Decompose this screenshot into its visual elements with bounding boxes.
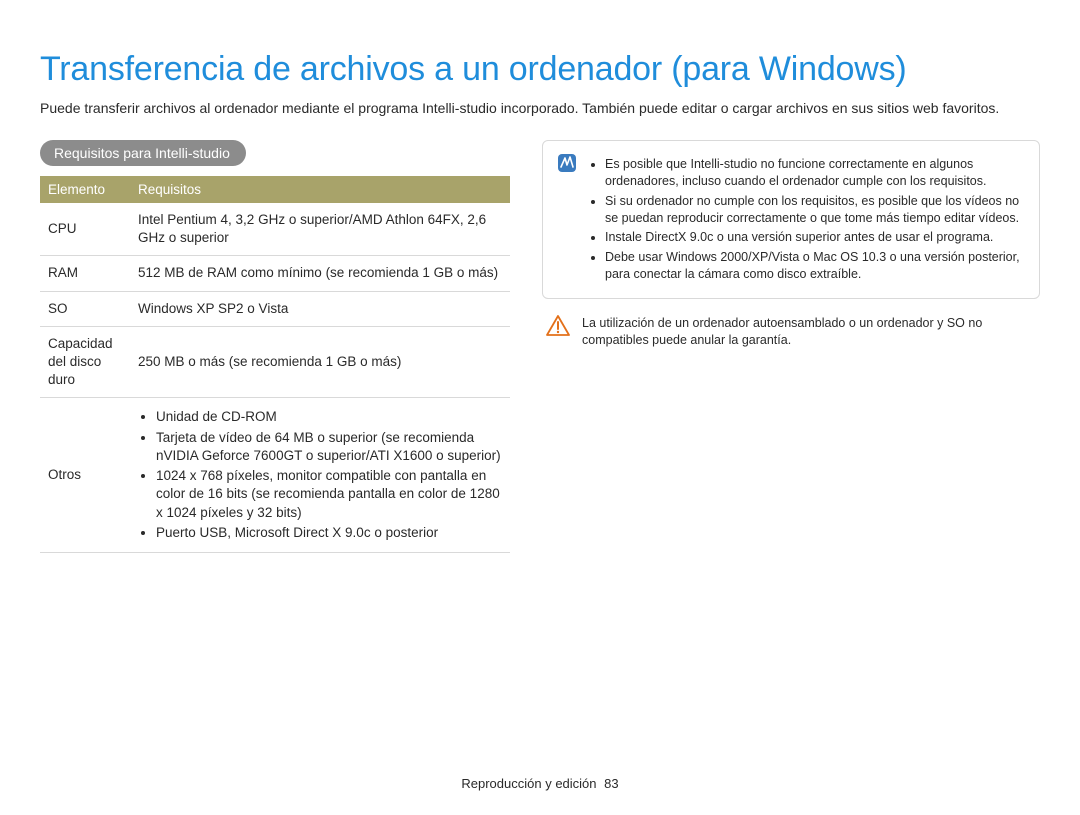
table-header-row: Elemento Requisitos xyxy=(40,176,510,203)
table-row: Otros Unidad de CD-ROM Tarjeta de vídeo … xyxy=(40,398,510,553)
right-column: Es posible que Intelli-studio no funcion… xyxy=(542,140,1040,553)
note-icon xyxy=(557,153,579,286)
list-item: Es posible que Intelli-studio no funcion… xyxy=(605,156,1025,190)
table-cell-value: 250 MB o más (se recomienda 1 GB o más) xyxy=(130,326,510,398)
table-cell-value: Intel Pentium 4, 3,2 GHz o superior/AMD … xyxy=(130,203,510,256)
table-header-requisitos: Requisitos xyxy=(130,176,510,203)
table-row: Capacidad del disco duro 250 MB o más (s… xyxy=(40,326,510,398)
table-cell-label: CPU xyxy=(40,203,130,256)
list-item: Tarjeta de vídeo de 64 MB o superior (se… xyxy=(156,429,502,465)
footer-page-number: 83 xyxy=(604,776,618,791)
table-cell-label: Otros xyxy=(40,398,130,553)
table-row: SO Windows XP SP2 o Vista xyxy=(40,291,510,326)
list-item: Instale DirectX 9.0c o una versión super… xyxy=(605,229,1025,246)
table-cell-value: Unidad de CD-ROM Tarjeta de vídeo de 64 … xyxy=(130,398,510,553)
footer-section: Reproducción y edición xyxy=(461,776,596,791)
two-column-layout: Requisitos para Intelli-studio Elemento … xyxy=(40,140,1040,553)
requirements-table: Elemento Requisitos CPU Intel Pentium 4,… xyxy=(40,176,510,553)
table-header-elemento: Elemento xyxy=(40,176,130,203)
note-box: Es posible que Intelli-studio no funcion… xyxy=(542,140,1040,299)
table-cell-label: Capacidad del disco duro xyxy=(40,326,130,398)
requirements-section-heading: Requisitos para Intelli-studio xyxy=(40,140,246,166)
table-row: RAM 512 MB de RAM como mínimo (se recomi… xyxy=(40,256,510,291)
list-item: Si su ordenador no cumple con los requis… xyxy=(605,193,1025,227)
list-item: 1024 x 768 píxeles, monitor compatible c… xyxy=(156,467,502,522)
page-footer: Reproducción y edición 83 xyxy=(0,776,1080,791)
note-list: Es posible que Intelli-studio no funcion… xyxy=(589,153,1025,286)
table-cell-value: Windows XP SP2 o Vista xyxy=(130,291,510,326)
left-column: Requisitos para Intelli-studio Elemento … xyxy=(40,140,510,553)
table-cell-value: 512 MB de RAM como mínimo (se recomienda… xyxy=(130,256,510,291)
table-row: CPU Intel Pentium 4, 3,2 GHz o superior/… xyxy=(40,203,510,256)
list-item: Puerto USB, Microsoft Direct X 9.0c o po… xyxy=(156,524,502,542)
intro-paragraph: Puede transferir archivos al ordenador m… xyxy=(40,99,1040,118)
table-cell-list: Unidad de CD-ROM Tarjeta de vídeo de 64 … xyxy=(138,408,502,542)
list-item: Debe usar Windows 2000/XP/Vista o Mac OS… xyxy=(605,249,1025,283)
list-item: Unidad de CD-ROM xyxy=(156,408,502,426)
table-cell-label: SO xyxy=(40,291,130,326)
document-page: Transferencia de archivos a un ordenador… xyxy=(0,0,1080,583)
table-cell-label: RAM xyxy=(40,256,130,291)
warning-box: La utilización de un ordenador autoensam… xyxy=(542,315,1040,349)
warning-icon xyxy=(546,315,572,349)
warning-text: La utilización de un ordenador autoensam… xyxy=(582,315,1036,349)
page-title: Transferencia de archivos a un ordenador… xyxy=(40,50,1040,89)
